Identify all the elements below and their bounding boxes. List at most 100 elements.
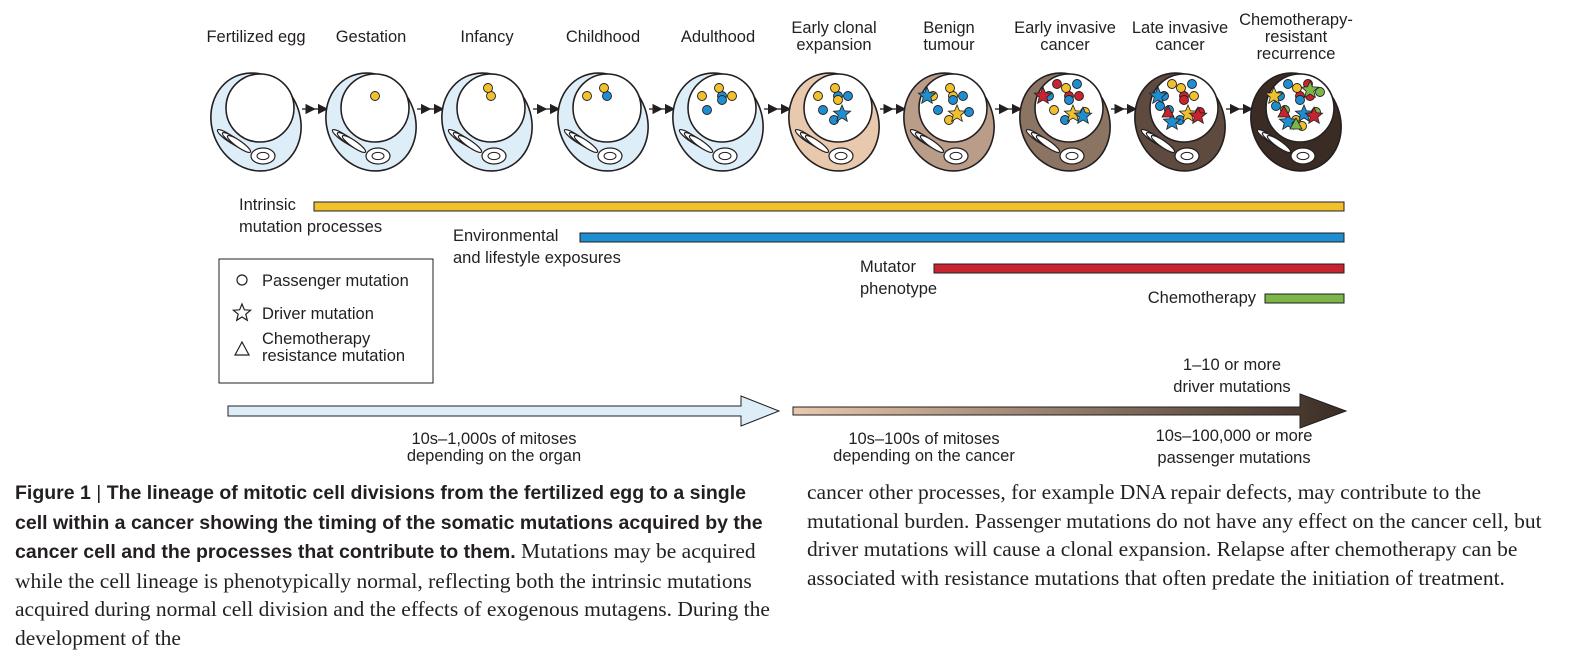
cell-nucleus — [340, 73, 410, 143]
passenger-mutation-dot — [833, 95, 843, 105]
process-bar — [933, 263, 1345, 274]
passenger-mutation-dot — [1187, 79, 1197, 89]
vesicle — [481, 147, 507, 165]
resistance-mutation-triangle — [1161, 105, 1175, 118]
legend-label: resistance mutation — [262, 347, 405, 365]
normal-lineage-arrow — [227, 395, 781, 427]
passenger-mutation-dot — [1176, 83, 1186, 93]
passenger-mutation-dot — [1315, 87, 1325, 97]
passenger-mutation-dot — [933, 105, 943, 115]
vesicle-inner — [1180, 151, 1194, 161]
cell-nucleus — [1149, 73, 1219, 143]
driver-mutation-star — [1178, 103, 1198, 123]
passenger-mutation-dot — [582, 91, 592, 101]
normal-mitoses-label: depending on the organ — [407, 447, 581, 465]
passenger-mutation-dot — [1295, 95, 1305, 105]
cell-stage — [441, 72, 533, 172]
cell-nucleus — [456, 73, 526, 143]
passenger-count-label: 10s–100,000 or more — [1156, 427, 1313, 445]
cell-stage — [210, 72, 302, 172]
passenger-mutation-dot — [1283, 79, 1293, 89]
vesicle-inner — [487, 151, 501, 161]
organelle — [226, 134, 252, 154]
driver-mutation-star — [1033, 85, 1053, 105]
driver-mutation-star — [1300, 79, 1320, 99]
passenger-mutation-dot — [483, 83, 493, 93]
vesicle-inner — [603, 151, 617, 161]
stage-label: Late invasive — [1132, 19, 1228, 37]
passenger-mutation-dot — [964, 107, 974, 117]
driver-mutation-star — [1278, 111, 1298, 131]
cell-nucleus — [803, 73, 873, 143]
passenger-count-label: passenger mutations — [1157, 449, 1310, 467]
resistance-mutation-triangle — [1277, 105, 1291, 118]
driver-mutation-star — [1264, 85, 1284, 105]
passenger-mutation-dot — [1179, 95, 1189, 105]
stage-label: resistant — [1265, 28, 1328, 46]
vesicle — [1059, 147, 1085, 165]
stage-label: recurrence — [1257, 45, 1336, 63]
passenger-mutation-dot — [1189, 91, 1199, 101]
passenger-mutation-dot — [1049, 105, 1059, 115]
cell-nucleus — [918, 73, 988, 143]
cell-nucleus — [687, 73, 757, 143]
stage-label: Adulthood — [681, 28, 755, 46]
driver-mutation-star — [917, 85, 937, 105]
legend-label: Chemotherapy — [262, 330, 371, 348]
passenger-symbol-icon — [236, 274, 248, 286]
driver-mutation-star — [1073, 105, 1093, 125]
vesicle — [250, 147, 276, 165]
stage-label: Fertilized egg — [206, 28, 305, 46]
mutation-legend: Passenger mutation Driver mutation Chemoth… — [218, 258, 434, 384]
vesicle-inner — [1296, 151, 1310, 161]
organelle — [1035, 134, 1061, 154]
passenger-mutation-dot — [818, 105, 828, 115]
stage-label: expansion — [796, 36, 871, 54]
stage-label: Benign — [923, 19, 974, 37]
figure-caption-right: cancer other processes, for example DNA … — [807, 480, 1542, 590]
organelle — [573, 134, 599, 154]
driver-mutation-star — [832, 103, 852, 123]
passenger-mutation-dot — [727, 91, 737, 101]
vesicle-inner — [949, 151, 963, 161]
passenger-mutation-dot — [717, 95, 727, 105]
cell-lineage — [210, 72, 1342, 172]
caption-separator: | — [96, 482, 102, 504]
driver-mutation-star — [1304, 105, 1324, 125]
passenger-mutation-dot — [813, 91, 823, 101]
passenger-mutation-dot — [370, 91, 380, 101]
stage-label: Early clonal — [791, 19, 876, 37]
cell-stage — [557, 72, 649, 172]
mutation-process-bars: Intrinsic mutation processes Environmental… — [239, 196, 1345, 307]
cancer-lineage-arrow — [792, 393, 1348, 429]
stage-label: Gestation — [336, 28, 407, 46]
vesicle-inner — [834, 151, 848, 161]
driver-count-label: 1–10 or more — [1183, 356, 1281, 374]
figure-title: The lineage of mitotic cell divisions fr… — [15, 482, 763, 563]
process-label: Chemotherapy — [1148, 289, 1257, 307]
stage-label: Chemotherapy- — [1239, 11, 1353, 29]
legend-label: Driver mutation — [262, 305, 374, 323]
stage-labels: Fertilized egg Gestation Infancy Childhood A… — [206, 11, 1352, 63]
process-label: mutation processes — [239, 218, 382, 236]
process-label: phenotype — [860, 280, 937, 298]
process-label: Environmental — [453, 227, 558, 245]
passenger-mutation-dot — [830, 83, 840, 93]
cell-nucleus — [225, 73, 295, 143]
stage-label: cancer — [1155, 36, 1205, 54]
figure-caption-left: Figure 1 | The lineage of mitotic cell d… — [15, 478, 780, 666]
process-label: and lifestyle exposures — [453, 249, 621, 267]
passenger-mutation-dot — [1064, 95, 1074, 105]
vesicle-inner — [371, 151, 385, 161]
vesicle — [828, 147, 854, 165]
organelle — [341, 134, 367, 154]
cell-stage — [1134, 72, 1226, 172]
process-bar — [579, 232, 1345, 243]
vesicle — [1174, 147, 1200, 165]
vesicle — [943, 147, 969, 165]
passenger-mutation-dot — [714, 83, 724, 93]
process-bar — [1264, 293, 1345, 304]
cancer-mitoses-label: depending on the cancer — [833, 447, 1015, 465]
organelle — [1266, 134, 1292, 154]
